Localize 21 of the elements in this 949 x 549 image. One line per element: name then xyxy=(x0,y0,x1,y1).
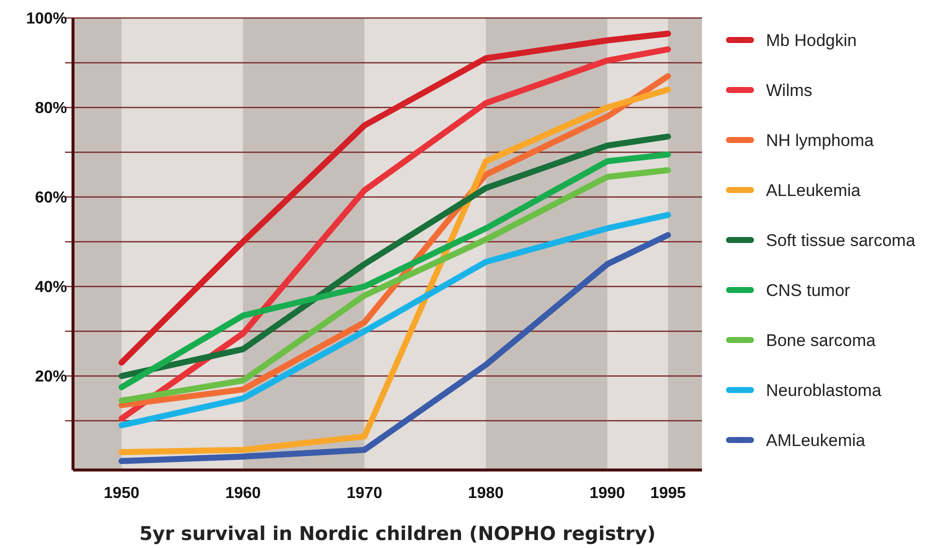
legend-label: Bone sarcoma xyxy=(766,330,876,350)
x-tick-label: 1980 xyxy=(468,485,504,502)
legend-label: CNS tumor xyxy=(766,280,850,300)
y-tick-label: 80% xyxy=(34,100,67,118)
y-tick-label: 60% xyxy=(34,190,67,207)
legend-label: AMLeukemia xyxy=(766,430,866,450)
y-tick-label: 20% xyxy=(34,368,67,386)
x-tick-label: 1970 xyxy=(346,485,382,502)
legend-label: Mb Hodgkin xyxy=(766,30,857,50)
legend-label: Wilms xyxy=(766,80,812,100)
legend-label: Soft tissue sarcoma xyxy=(766,230,916,250)
x-tick-label: 1950 xyxy=(104,485,140,502)
y-tick-label: 40% xyxy=(34,279,67,296)
x-tick-label: 1990 xyxy=(589,485,626,502)
legend-label: NH lymphoma xyxy=(766,130,874,150)
y-tick-label: 100% xyxy=(26,10,67,28)
x-tick-label: 1995 xyxy=(650,485,686,502)
x-tick-label: 1960 xyxy=(225,485,261,502)
legend-label: ALLeukemia xyxy=(766,180,862,200)
x-axis-title: 5yr survival in Nordic children (NOPHO registry) xyxy=(139,523,656,545)
legend-label: Neuroblastoma xyxy=(766,380,882,400)
